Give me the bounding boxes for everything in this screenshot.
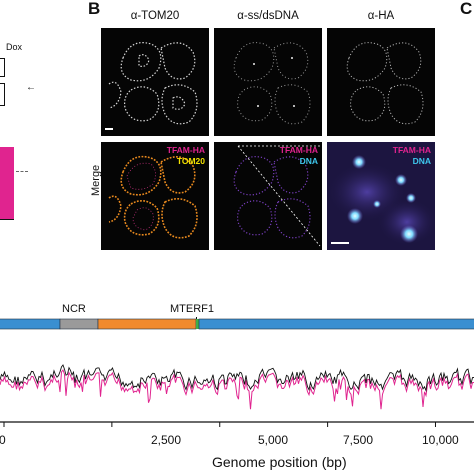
overlay-label-dna-2: DNA [412, 156, 431, 166]
panel-letter-c: C [460, 0, 473, 18]
genome-label-mterf1: MTERF1 [170, 303, 214, 315]
image-merge-zoom: TFAM-HA DNA [327, 142, 435, 250]
segment-blue-left [0, 318, 61, 330]
x-tick-label-0: 0 [0, 433, 6, 447]
segment-orange [97, 318, 197, 330]
overlay-label-tfamha-2: TFAM-HA [279, 145, 318, 155]
series-line-magenta [0, 368, 474, 410]
overlay-label-tfamha-3: TFAM-HA [392, 145, 431, 155]
image-ssdsdna [214, 28, 322, 136]
overlay-label-tfamha-1: TFAM-HA [166, 145, 205, 155]
column-header-ha: α-HA [367, 10, 395, 22]
genome-map-bar [0, 318, 474, 330]
genome-label-ncr: NCR [62, 303, 86, 315]
left-box-2 [0, 83, 5, 106]
panel-letter-b: B [88, 0, 101, 18]
left-box-1 [0, 58, 5, 77]
axis-tick-line [0, 219, 14, 220]
segment-blue-right [198, 318, 474, 330]
magenta-bar [0, 147, 14, 219]
coverage-plot [0, 364, 474, 427]
overlay-label-dna-1: DNA [299, 156, 318, 166]
arrow-icon: ← [26, 82, 36, 93]
dox-label: Dox [6, 42, 23, 52]
segment-ncr [59, 318, 99, 330]
x-tick-label-7500: 7,500 [343, 433, 374, 447]
x-tick-label-2500: 2,500 [151, 433, 182, 447]
x-tick-label-10000: 10,000 [422, 433, 459, 447]
segment-mterf1-mark [196, 319, 199, 329]
series-line-black [0, 364, 474, 393]
image-merge-dna: TFAM-HA DNA [214, 142, 322, 250]
image-tom20 [101, 28, 209, 136]
image-ha [327, 28, 435, 136]
column-header-ssdsdna: α-ss/dsDNA [237, 10, 299, 22]
image-merge-tom20: TFAM-HA TOM20 [101, 142, 209, 250]
column-header-tom20: α-TOM20 [130, 10, 180, 22]
dashed-guide [16, 171, 28, 172]
x-tick-label-5000: 5,000 [258, 433, 289, 447]
overlay-label-tom20: TOM20 [176, 156, 205, 166]
x-axis-label: Genome position (bp) [212, 454, 347, 470]
